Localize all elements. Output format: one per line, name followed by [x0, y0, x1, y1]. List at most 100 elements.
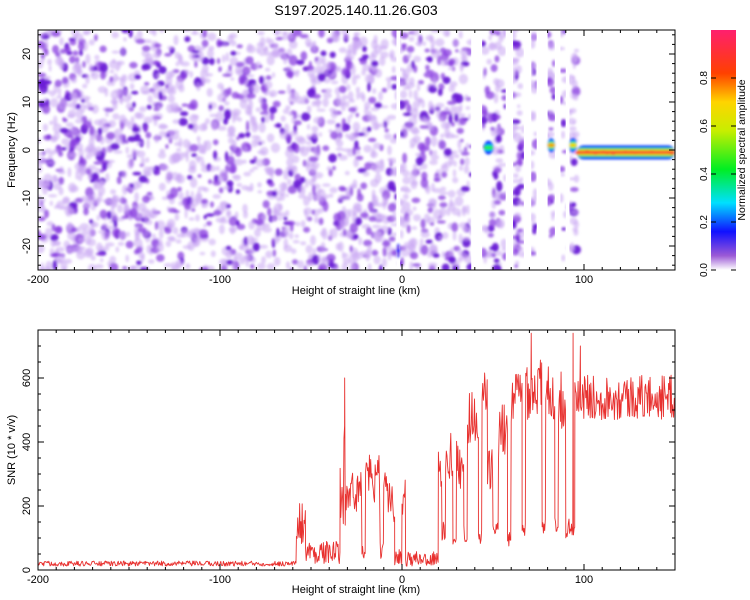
y-tick-label: -10 — [21, 190, 33, 206]
heatmap-cell — [289, 91, 300, 100]
heatmap-cell — [129, 61, 138, 69]
heatmap-cell — [235, 220, 240, 226]
heatmap-cell — [185, 189, 190, 200]
heatmap-cell — [156, 62, 162, 68]
heatmap-cell — [495, 84, 501, 93]
heatmap-cell — [164, 52, 172, 57]
heatmap-cell — [515, 47, 525, 58]
heatmap-cell — [300, 241, 307, 246]
heatmap-cell — [201, 39, 209, 48]
heatmap-cell — [217, 93, 227, 103]
heatmap-cell — [285, 193, 289, 198]
heatmap-cell — [257, 150, 266, 155]
heatmap-cell — [387, 157, 392, 162]
heatmap-cell — [361, 54, 369, 59]
heatmap-feature — [669, 151, 675, 155]
heatmap-cell — [203, 223, 207, 228]
heatmap-cell — [218, 66, 222, 72]
heatmap-cell — [303, 207, 313, 216]
heatmap-cell — [440, 72, 446, 80]
heatmap-cell — [491, 146, 500, 155]
heatmap-cell — [131, 90, 139, 95]
heatmap-cell — [196, 155, 201, 164]
heatmap-cell — [517, 104, 521, 109]
heatmap-cell — [145, 157, 150, 163]
heatmap-cell — [212, 179, 221, 186]
heatmap-cell — [406, 103, 412, 113]
heatmap-cell — [290, 248, 297, 254]
heatmap-cell — [448, 85, 456, 93]
heatmap-cell — [216, 38, 222, 48]
heatmap-cell — [355, 217, 362, 226]
heatmap-cell — [405, 121, 413, 132]
heatmap-cell — [354, 128, 359, 139]
heatmap-cell — [392, 210, 397, 221]
heatmap-cell — [570, 93, 577, 100]
heatmap-cell — [464, 94, 469, 101]
snr-frame — [37, 329, 676, 571]
heatmap-cell — [130, 116, 135, 126]
heatmap-cell — [486, 58, 493, 65]
heatmap-cell — [517, 246, 524, 252]
heatmap-cell — [97, 61, 104, 67]
heatmap-cell — [92, 198, 100, 204]
snr-x-axis: -200 -100 0 100 — [27, 330, 676, 586]
heatmap-cell — [115, 133, 124, 142]
heatmap-cell — [313, 116, 323, 124]
heatmap-cell — [182, 245, 193, 250]
heatmap-cell — [45, 148, 52, 155]
heatmap-cell — [218, 105, 224, 112]
heatmap-cell — [363, 239, 373, 247]
heatmap-cell — [215, 217, 225, 223]
heatmap-cell — [372, 142, 382, 150]
heatmap-cell — [342, 228, 347, 237]
heatmap-cell — [257, 182, 262, 188]
heatmap-cell — [99, 180, 105, 186]
heatmap-cell — [322, 63, 330, 71]
heatmap-cell — [245, 106, 252, 116]
heatmap-cell — [107, 225, 115, 230]
heatmap-cell — [52, 240, 61, 247]
heatmap-cell — [264, 67, 271, 72]
heatmap-cell — [287, 185, 297, 194]
heatmap-cell — [458, 165, 464, 171]
heatmap-cell — [51, 223, 56, 232]
heatmap-cell — [216, 165, 220, 171]
heatmap-cell — [235, 61, 245, 68]
heatmap-cell — [467, 113, 472, 120]
heatmap-cell — [287, 178, 292, 186]
heatmap-cell — [513, 238, 517, 248]
heatmap-cell — [391, 66, 396, 74]
heatmap-cell — [71, 77, 77, 84]
heatmap-cell — [275, 123, 282, 128]
heatmap-cell — [419, 144, 427, 154]
heatmap-cell — [429, 149, 433, 156]
heatmap-cell — [87, 102, 93, 108]
heatmap-feature — [584, 150, 590, 154]
heatmap-cell — [273, 256, 281, 266]
heatmap-cell — [454, 196, 464, 207]
heatmap-cell — [321, 229, 328, 240]
heatmap-cell — [435, 102, 445, 108]
heatmap-cell — [452, 177, 459, 184]
heatmap-cell — [224, 109, 232, 120]
heatmap-cell — [228, 226, 238, 233]
heatmap-cell — [322, 145, 330, 152]
heatmap-cell — [178, 53, 182, 63]
heatmap-cell — [270, 45, 279, 50]
heatmap-cell — [427, 207, 433, 214]
heatmap-cell — [391, 232, 398, 237]
heatmap-cell — [429, 159, 438, 166]
heatmap-cell — [411, 238, 416, 247]
heatmap-cell — [341, 67, 351, 76]
heatmap-cell — [425, 64, 430, 71]
heatmap-cell — [89, 219, 94, 224]
heatmap-cell — [191, 153, 198, 158]
heatmap-cell — [430, 30, 438, 33]
heatmap-cell — [512, 66, 518, 77]
heatmap-cell — [119, 114, 127, 124]
heatmap-cell — [249, 237, 259, 242]
heatmap-cell — [350, 64, 356, 76]
heatmap-feature — [628, 150, 634, 154]
heatmap-cell — [272, 100, 281, 108]
